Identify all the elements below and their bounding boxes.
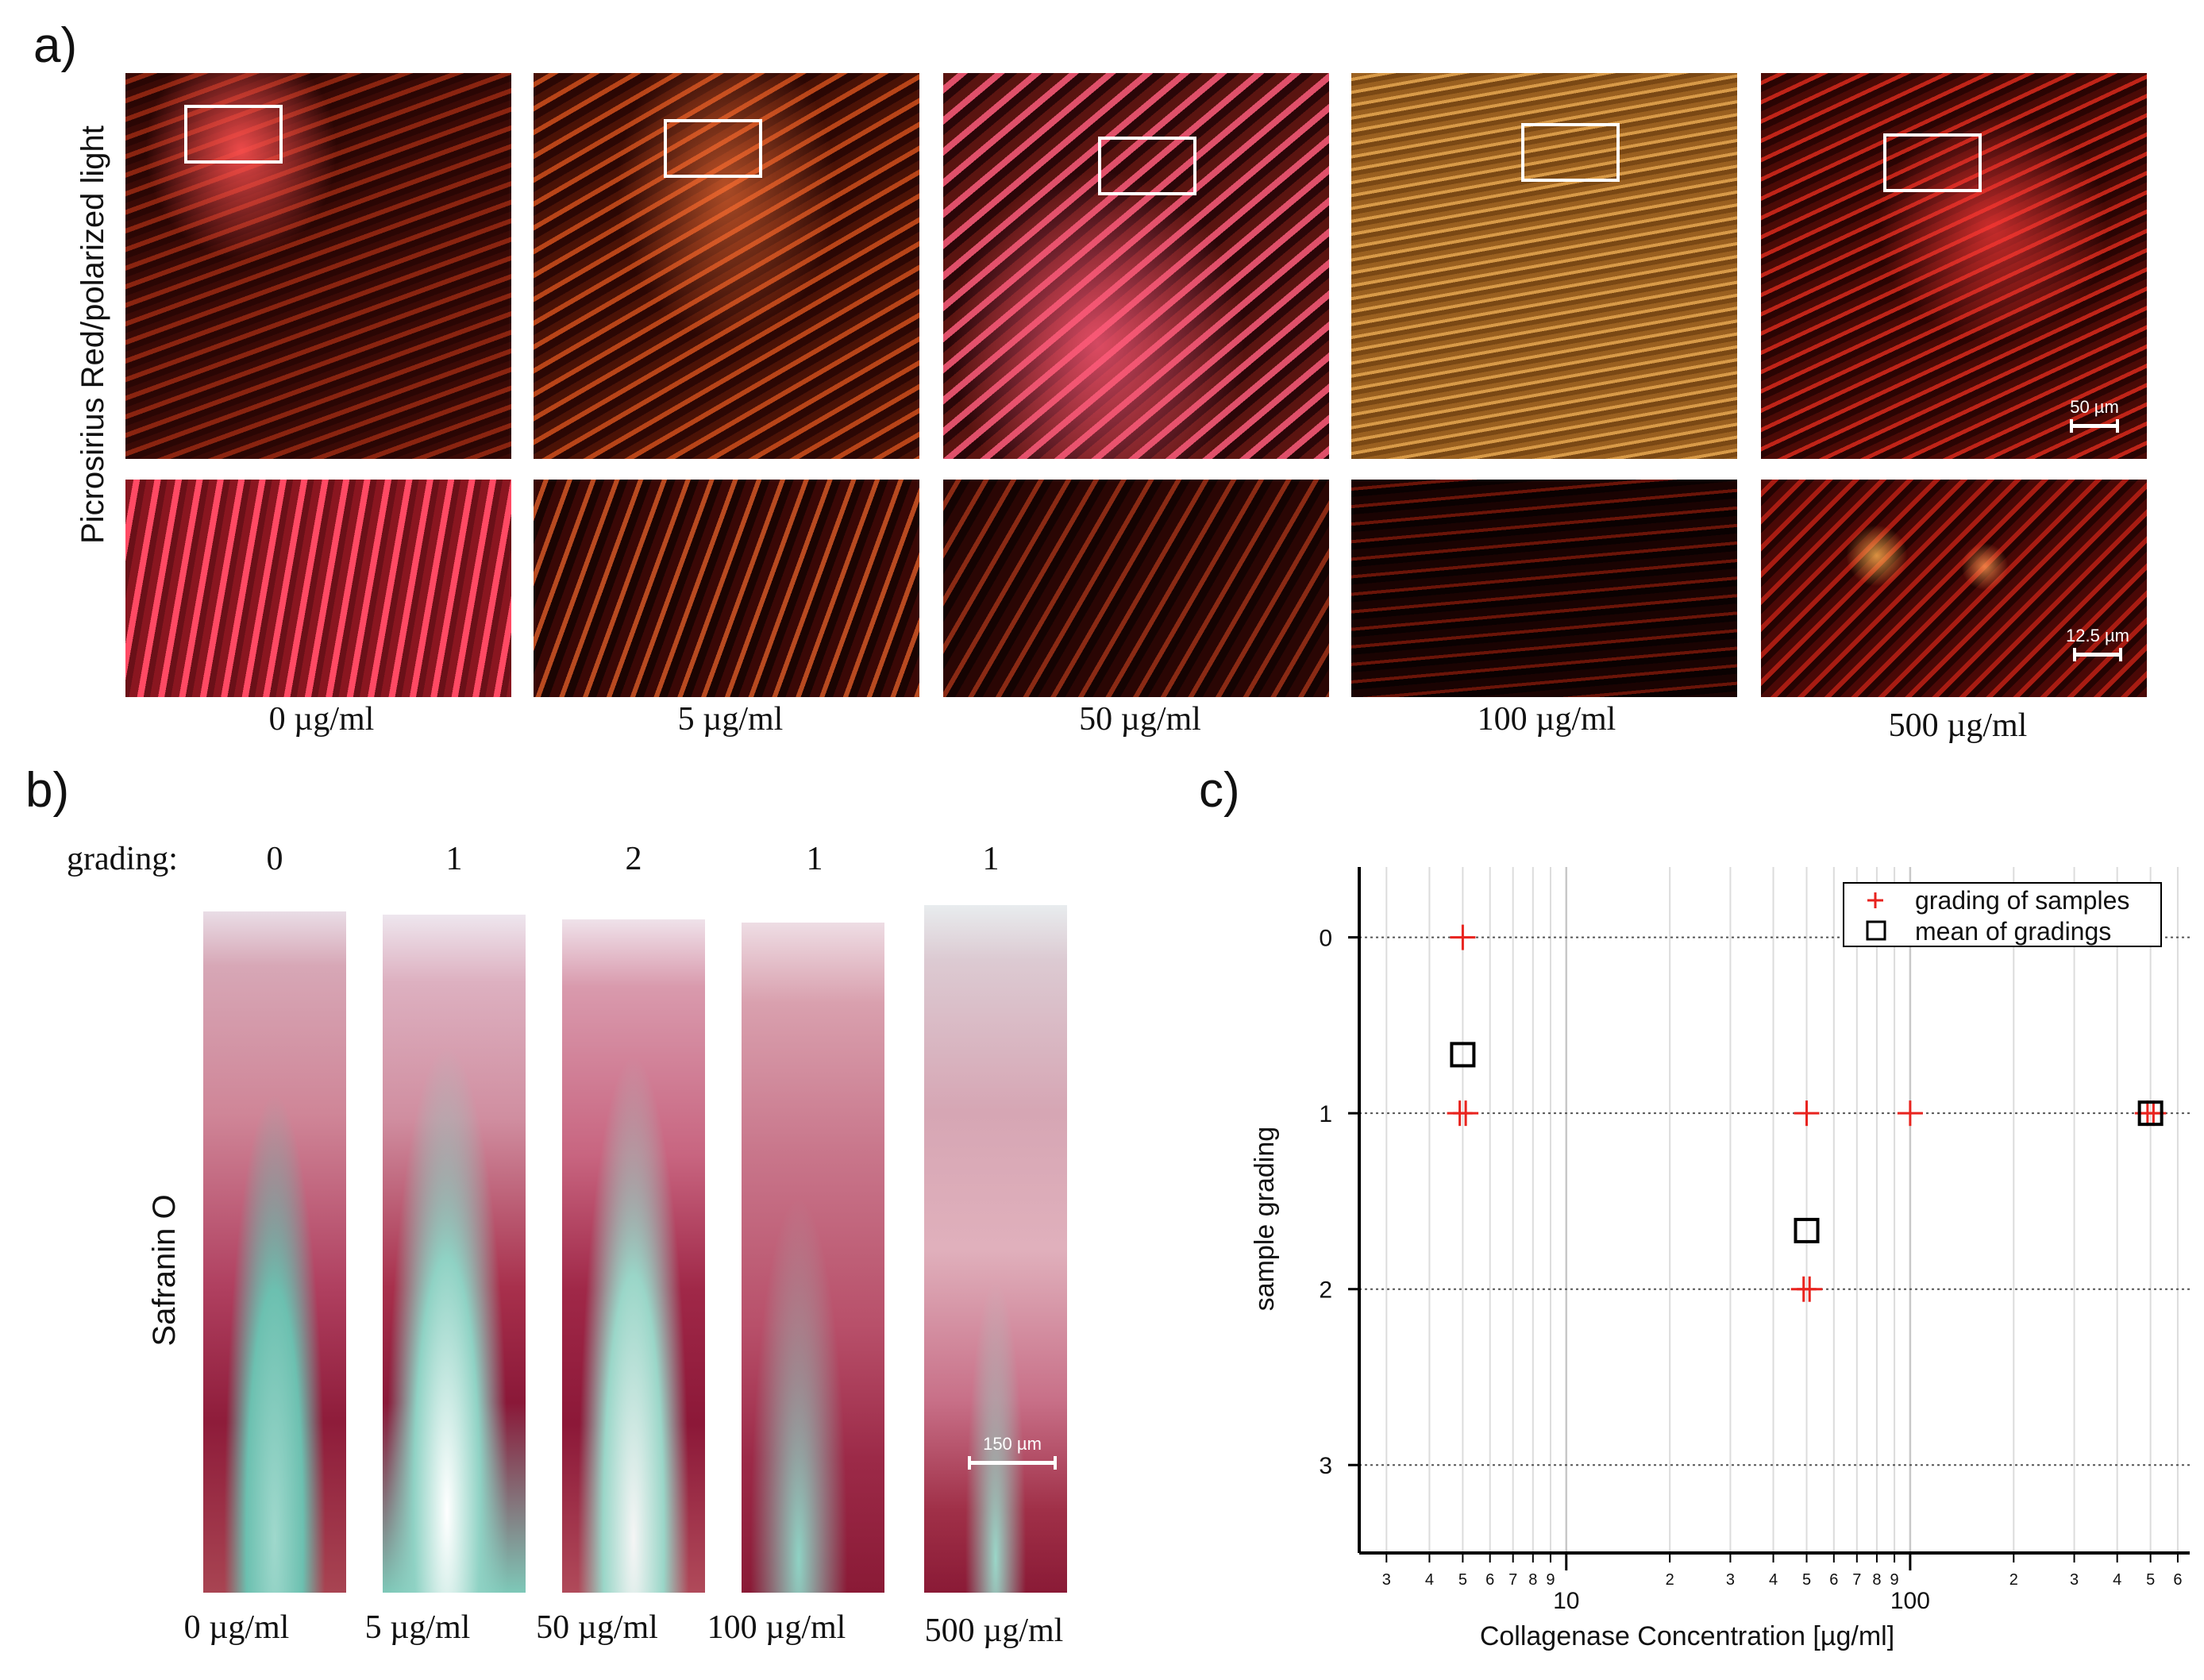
panel-c-label: c) <box>1199 763 1240 818</box>
x-minor-tick-label: 2 <box>2009 1571 2018 1589</box>
panel-a-conc-3: 100 µg/ml <box>1477 701 1616 738</box>
x-minor-tick-label: 4 <box>1769 1571 1778 1589</box>
micrograph-overview-4 <box>1761 73 2147 459</box>
grade-2: 2 <box>625 841 642 877</box>
micrograph-zoom-0 <box>125 480 511 697</box>
data-point-mean <box>2137 1100 2164 1127</box>
safranin-strip-3 <box>742 923 884 1593</box>
panel-b-conc-0: 0 µg/ml <box>183 1609 290 1646</box>
safranin-strip-1 <box>383 915 526 1593</box>
x-minor-tick-label: 8 <box>1528 1571 1537 1589</box>
panel-a-conc-4: 500 µg/ml <box>1888 707 2028 744</box>
x-major-tick-label: 10 <box>1553 1588 1579 1614</box>
x-minor-tick-label: 3 <box>1726 1571 1735 1589</box>
x-axis-label: Collagenase Concentration [µg/ml] <box>1480 1621 1894 1651</box>
x-minor-tick-label: 5 <box>1802 1571 1811 1589</box>
x-minor-tick-label: 6 <box>2173 1571 2182 1589</box>
roi-box-3 <box>1521 123 1620 182</box>
y-axis-label: sample grading <box>1250 1127 1280 1311</box>
panel-a-conc-1: 5 µg/ml <box>677 701 784 738</box>
data-point-grading <box>2134 1100 2160 1127</box>
safranin-strip-4 <box>924 905 1067 1593</box>
roi-box-1 <box>664 119 762 178</box>
micrograph-zoom-3 <box>1351 480 1737 697</box>
legend-label-grading: grading of samples <box>1915 886 2129 915</box>
data-point-mean <box>1450 1042 1476 1068</box>
panel-a-conc-2: 50 µg/ml <box>1079 701 1201 738</box>
data-point-grading <box>1447 1100 1473 1127</box>
panel-b-conc-3: 100 µg/ml <box>707 1609 846 1646</box>
x-minor-tick-label: 4 <box>1425 1571 1434 1589</box>
scale-bar-12-5um: 12.5 µm <box>2050 626 2145 661</box>
micrograph-zoom-1 <box>534 480 919 697</box>
data-point-grading <box>2140 1100 2167 1127</box>
scale-bar-150um-label: 150 µm <box>983 1434 1042 1454</box>
y-tick-label: 3 <box>1319 1453 1332 1479</box>
safranin-strip-0 <box>203 911 346 1593</box>
panel-a-conc-0: 0 µg/ml <box>268 701 375 738</box>
legend-marker-square <box>1866 920 1886 941</box>
x-minor-tick-label: 4 <box>2113 1571 2121 1589</box>
grade-4: 1 <box>982 841 1000 877</box>
x-major-tick-label: 100 <box>1890 1588 1930 1614</box>
panel-a-label: a) <box>33 18 78 73</box>
micrograph-zoom-4 <box>1761 480 2147 697</box>
x-minor-tick-label: 7 <box>1852 1571 1861 1589</box>
x-minor-tick-label: 8 <box>1872 1571 1881 1589</box>
micrograph-overview-2 <box>943 73 1329 459</box>
x-minor-tick-label: 6 <box>1829 1571 1838 1589</box>
panel-b-ylabel: Safranin O <box>147 1194 182 1347</box>
roi-box-0 <box>184 105 283 164</box>
y-tick-label: 0 <box>1319 926 1332 952</box>
safranin-strip-2 <box>562 919 705 1593</box>
x-minor-tick-label: 6 <box>1485 1571 1494 1589</box>
grade-1: 1 <box>445 841 463 877</box>
micrograph-zoom-2 <box>943 480 1329 697</box>
data-point-grading <box>1794 1100 1820 1127</box>
scale-bar-150um: 150 µm <box>962 1434 1062 1470</box>
x-minor-tick-label: 9 <box>1546 1571 1555 1589</box>
panel-a-ylabel: Picrosirius Red/polarized light <box>75 125 110 544</box>
legend-box <box>1843 882 2162 947</box>
data-point-grading <box>1897 1100 1923 1127</box>
panel-b-conc-2: 50 µg/ml <box>536 1609 658 1646</box>
x-minor-tick-label: 3 <box>1382 1571 1391 1589</box>
grade-0: 0 <box>266 841 283 877</box>
micrograph-overview-3 <box>1351 73 1737 459</box>
data-point-grading <box>1797 1276 1823 1302</box>
scale-bar-50um: 50 µm <box>2055 397 2134 433</box>
y-tick-label: 2 <box>1319 1277 1332 1304</box>
grade-3: 1 <box>806 841 823 877</box>
x-minor-tick-label: 5 <box>1458 1571 1467 1589</box>
scale-bar-12-5um-label: 12.5 µm <box>2066 626 2129 645</box>
legend-marker-plus <box>1867 892 1883 908</box>
data-point-grading <box>1453 1100 1479 1127</box>
grading-label: grading: <box>67 841 178 877</box>
panel-b-label: b) <box>25 763 70 818</box>
micrograph-overview-1 <box>534 73 919 459</box>
roi-box-2 <box>1098 137 1196 195</box>
panel-b-conc-4: 500 µg/ml <box>924 1613 1064 1649</box>
legend-label-mean: mean of gradings <box>1915 917 2111 946</box>
x-minor-tick-label: 3 <box>2070 1571 2079 1589</box>
panel-b-conc-1: 5 µg/ml <box>364 1609 471 1646</box>
data-point-grading <box>1790 1276 1817 1302</box>
scale-bar-50um-label: 50 µm <box>2070 397 2119 417</box>
data-point-mean <box>1794 1217 1820 1243</box>
x-minor-tick-label: 7 <box>1509 1571 1517 1589</box>
data-point-grading <box>1450 924 1476 950</box>
roi-box-4 <box>1883 133 1982 192</box>
x-minor-tick-label: 9 <box>1890 1571 1899 1589</box>
y-tick-label: 1 <box>1319 1101 1332 1127</box>
micrograph-overview-0 <box>125 73 511 459</box>
x-minor-tick-label: 2 <box>1666 1571 1674 1589</box>
x-minor-tick-label: 5 <box>2146 1571 2155 1589</box>
